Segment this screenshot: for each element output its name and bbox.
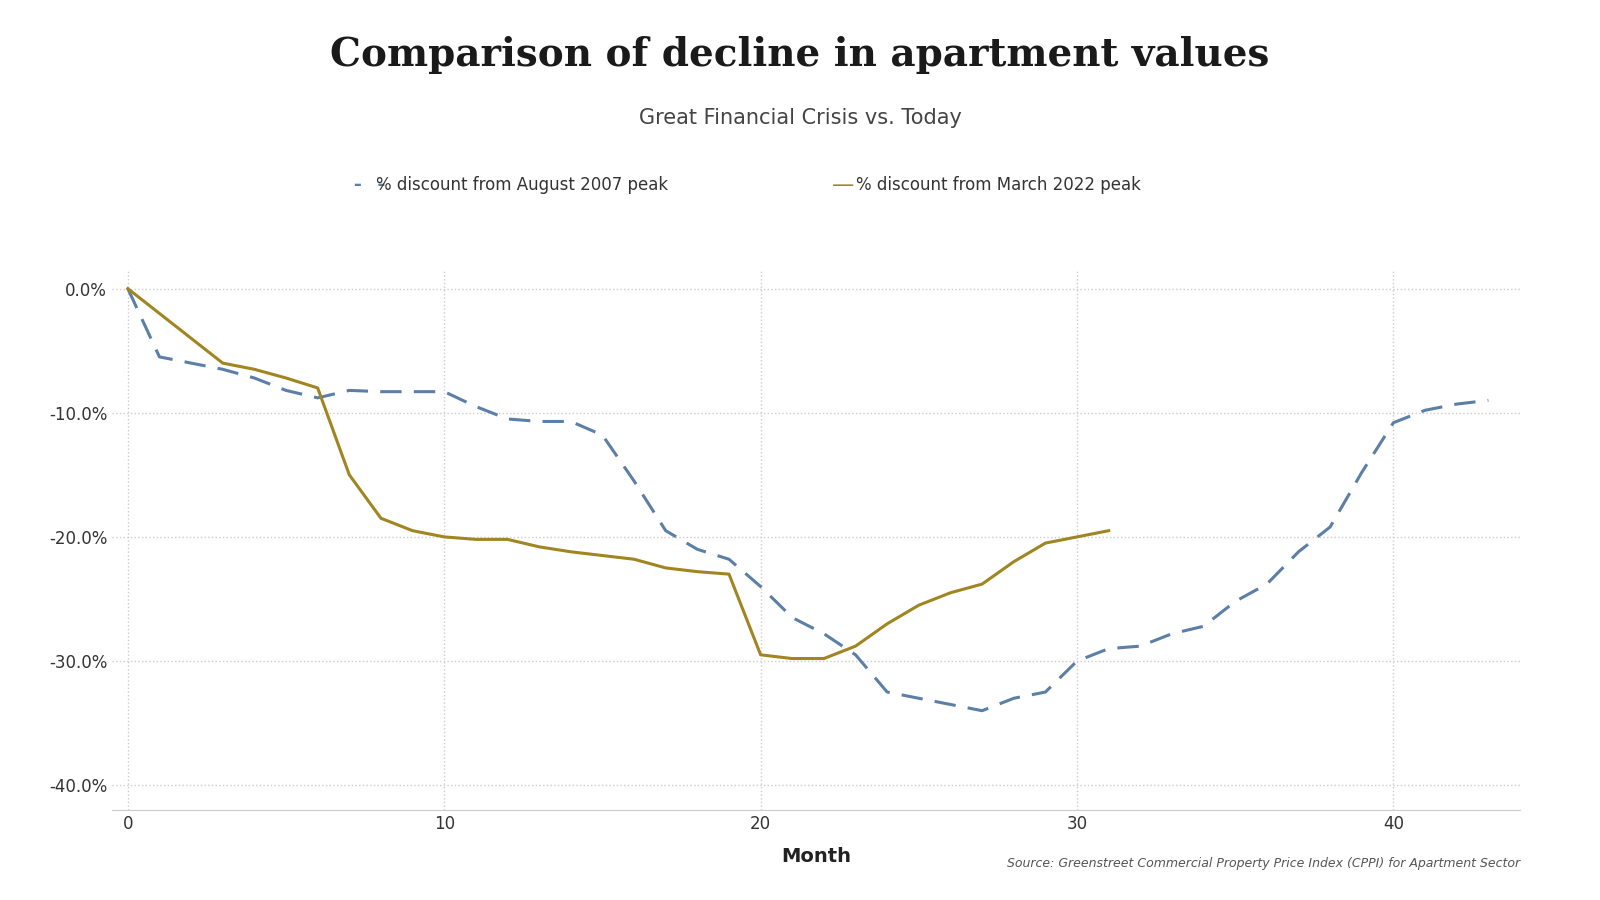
% discount from March 2022 peak	[594, 550, 613, 561]
% discount from March 2022 peak	[1099, 526, 1118, 536]
Text: % discount from March 2022 peak: % discount from March 2022 peak	[856, 176, 1141, 194]
% discount from August 2007 peak	[1005, 693, 1024, 704]
% discount from August 2007 peak	[750, 581, 770, 592]
% discount from March 2022 peak	[973, 579, 992, 590]
% discount from August 2007 peak	[1320, 522, 1339, 533]
% discount from March 2022 peak	[656, 562, 675, 573]
% discount from August 2007 peak	[1478, 395, 1498, 406]
% discount from August 2007 peak	[1290, 546, 1309, 557]
% discount from March 2022 peak	[1035, 537, 1054, 548]
% discount from March 2022 peak	[750, 650, 770, 661]
% discount from August 2007 peak	[1162, 628, 1181, 639]
% discount from August 2007 peak	[1384, 418, 1403, 428]
% discount from August 2007 peak	[277, 385, 296, 396]
% discount from August 2007 peak	[150, 352, 170, 363]
% discount from August 2007 peak	[435, 386, 454, 397]
% discount from August 2007 peak	[1258, 579, 1277, 590]
% discount from August 2007 peak	[941, 699, 960, 710]
% discount from March 2022 peak	[562, 546, 581, 557]
Text: - -: - -	[352, 175, 387, 194]
% discount from August 2007 peak	[339, 385, 358, 396]
Text: % discount from August 2007 peak: % discount from August 2007 peak	[376, 176, 669, 194]
% discount from March 2022 peak	[435, 532, 454, 543]
% discount from August 2007 peak	[877, 687, 896, 698]
% discount from March 2022 peak	[466, 534, 485, 544]
% discount from August 2007 peak	[562, 416, 581, 427]
% discount from March 2022 peak	[403, 526, 422, 536]
% discount from August 2007 peak	[1446, 399, 1466, 410]
% discount from March 2022 peak	[309, 382, 328, 393]
Line: % discount from March 2022 peak: % discount from March 2022 peak	[128, 289, 1109, 659]
% discount from March 2022 peak	[213, 357, 232, 368]
% discount from August 2007 peak	[656, 526, 675, 536]
% discount from August 2007 peak	[530, 416, 549, 427]
% discount from August 2007 peak	[1099, 644, 1118, 654]
% discount from March 2022 peak	[118, 284, 138, 294]
% discount from March 2022 peak	[245, 364, 264, 374]
% discount from August 2007 peak	[1352, 467, 1371, 478]
% discount from March 2022 peak	[498, 534, 517, 544]
% discount from August 2007 peak	[181, 357, 200, 368]
% discount from August 2007 peak	[1194, 621, 1213, 632]
Text: Comparison of decline in apartment values: Comparison of decline in apartment value…	[330, 36, 1270, 74]
Line: % discount from August 2007 peak: % discount from August 2007 peak	[128, 289, 1488, 711]
% discount from August 2007 peak	[814, 628, 834, 639]
% discount from March 2022 peak	[814, 653, 834, 664]
% discount from August 2007 peak	[846, 650, 866, 661]
Text: Great Financial Crisis vs. Today: Great Financial Crisis vs. Today	[638, 108, 962, 128]
% discount from March 2022 peak	[339, 470, 358, 481]
% discount from August 2007 peak	[1067, 655, 1086, 666]
% discount from March 2022 peak	[277, 373, 296, 383]
% discount from August 2007 peak	[909, 693, 928, 704]
% discount from August 2007 peak	[594, 429, 613, 440]
% discount from March 2022 peak	[877, 618, 896, 629]
% discount from August 2007 peak	[245, 373, 264, 383]
% discount from March 2022 peak	[371, 513, 390, 524]
% discount from March 2022 peak	[782, 653, 802, 664]
% discount from August 2007 peak	[782, 612, 802, 623]
% discount from August 2007 peak	[1416, 405, 1435, 416]
% discount from August 2007 peak	[498, 414, 517, 425]
% discount from August 2007 peak	[720, 554, 739, 564]
% discount from August 2007 peak	[1131, 641, 1150, 652]
% discount from March 2022 peak	[720, 569, 739, 580]
% discount from March 2022 peak	[150, 308, 170, 319]
Text: —: —	[832, 175, 854, 194]
X-axis label: Month: Month	[781, 847, 851, 866]
% discount from March 2022 peak	[181, 333, 200, 344]
% discount from August 2007 peak	[1035, 687, 1054, 698]
% discount from March 2022 peak	[941, 588, 960, 598]
% discount from March 2022 peak	[846, 641, 866, 652]
% discount from August 2007 peak	[118, 284, 138, 294]
% discount from March 2022 peak	[688, 566, 707, 577]
% discount from March 2022 peak	[530, 542, 549, 553]
% discount from August 2007 peak	[466, 401, 485, 412]
% discount from March 2022 peak	[1005, 556, 1024, 567]
% discount from March 2022 peak	[909, 599, 928, 610]
% discount from March 2022 peak	[624, 554, 643, 564]
% discount from August 2007 peak	[309, 392, 328, 403]
% discount from August 2007 peak	[1226, 596, 1245, 607]
Text: Source: Greenstreet Commercial Property Price Index (CPPI) for Apartment Sector: Source: Greenstreet Commercial Property …	[1006, 858, 1520, 870]
% discount from August 2007 peak	[624, 475, 643, 486]
% discount from August 2007 peak	[403, 386, 422, 397]
% discount from August 2007 peak	[371, 386, 390, 397]
% discount from August 2007 peak	[973, 706, 992, 716]
% discount from August 2007 peak	[688, 544, 707, 554]
% discount from March 2022 peak	[1067, 532, 1086, 543]
% discount from August 2007 peak	[213, 364, 232, 374]
